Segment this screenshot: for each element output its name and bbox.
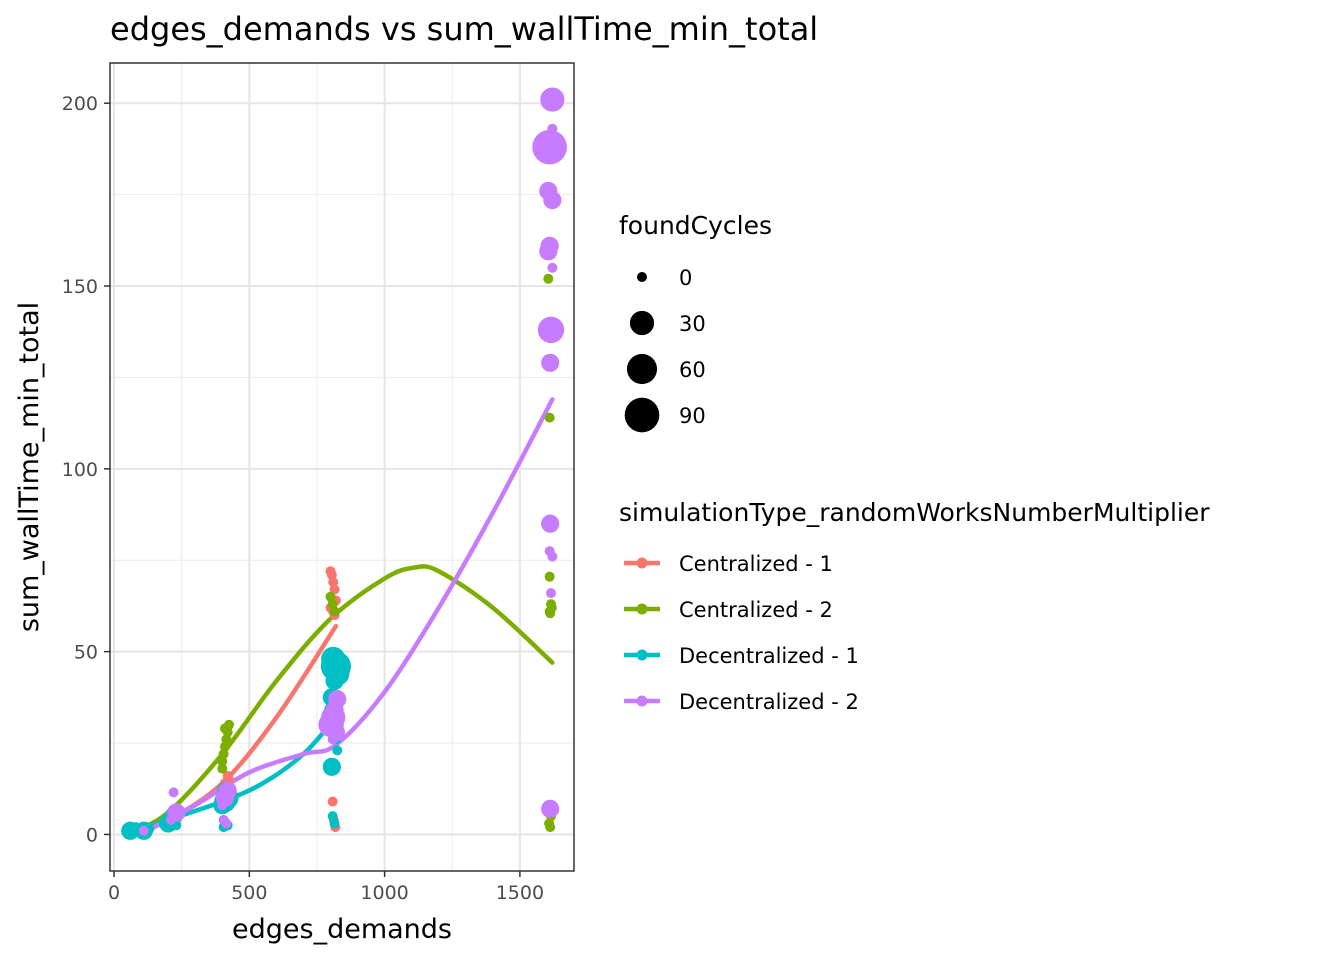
y-tick-label: 50 [74,642,98,664]
size-legend-label: 0 [679,266,692,290]
size-legend: foundCycles 0 30 60 90 [619,211,772,433]
data-point [219,723,230,734]
chart-title: edges_demands vs sum_wallTime_min_total [110,10,818,48]
data-point [544,571,555,582]
data-point [546,588,557,599]
axes: 0 500 1000 1500 0 50 100 150 200 [62,93,544,904]
data-point [541,799,560,818]
data-point [327,734,338,745]
data-point [217,763,228,774]
data-point [329,584,340,595]
data-point [138,825,149,836]
data-point [532,129,567,165]
data-point [218,781,237,800]
y-tick-label: 100 [62,459,98,481]
data-point [325,701,344,720]
size-legend-label: 90 [679,404,706,428]
data-point [540,87,565,112]
y-tick-label: 200 [62,93,98,115]
color-legend-dot [636,603,648,615]
color-legend-label: Centralized - 1 [679,552,833,576]
data-point [545,822,556,833]
data-point [329,606,340,617]
size-legend-label: 30 [679,312,706,336]
y-tick-label: 0 [86,824,98,846]
data-point [543,273,554,284]
plot-border [109,62,575,872]
color-legend-title: simulationType_randomWorksNumberMultipli… [619,498,1210,527]
size-legend-key [624,397,660,433]
data-point [329,818,340,829]
data-point [328,758,339,769]
color-legend-label: Decentralized - 2 [679,690,859,714]
color-legend-dot [636,557,648,569]
color-legend-label: Centralized - 2 [679,598,833,622]
data-point [168,787,179,798]
data-point [547,551,558,562]
size-legend-key [626,353,658,385]
data-point [541,353,560,372]
size-legend-key [629,310,655,336]
color-legend-dot [636,695,648,707]
x-tick-label: 0 [108,882,120,904]
x-axis-title: edges_demands [232,914,452,945]
data-point [325,671,344,690]
color-legend-label: Decentralized - 1 [679,644,859,668]
data-point [545,608,556,619]
data-point [327,796,338,807]
data-point [221,818,232,829]
y-tick-label: 150 [62,276,98,298]
x-tick-label: 1000 [360,882,408,904]
trend-line [128,564,555,835]
data-point [332,745,343,756]
data-point [539,242,558,261]
color-legend-dot [636,649,648,661]
data-points [121,87,567,840]
data-point [544,412,555,423]
data-point [167,803,186,822]
size-legend-title: foundCycles [619,211,772,240]
size-legend-key [637,272,647,282]
grid-lines [110,63,574,871]
data-point [537,316,565,344]
x-tick-label: 1500 [496,882,544,904]
x-tick-label: 500 [231,882,267,904]
data-point [541,514,560,533]
data-point [543,190,562,210]
size-legend-label: 60 [679,358,706,382]
data-point [547,262,558,273]
y-axis-title: sum_wallTime_min_total [14,302,45,632]
color-legend: simulationType_randomWorksNumberMultipli… [619,498,1210,714]
